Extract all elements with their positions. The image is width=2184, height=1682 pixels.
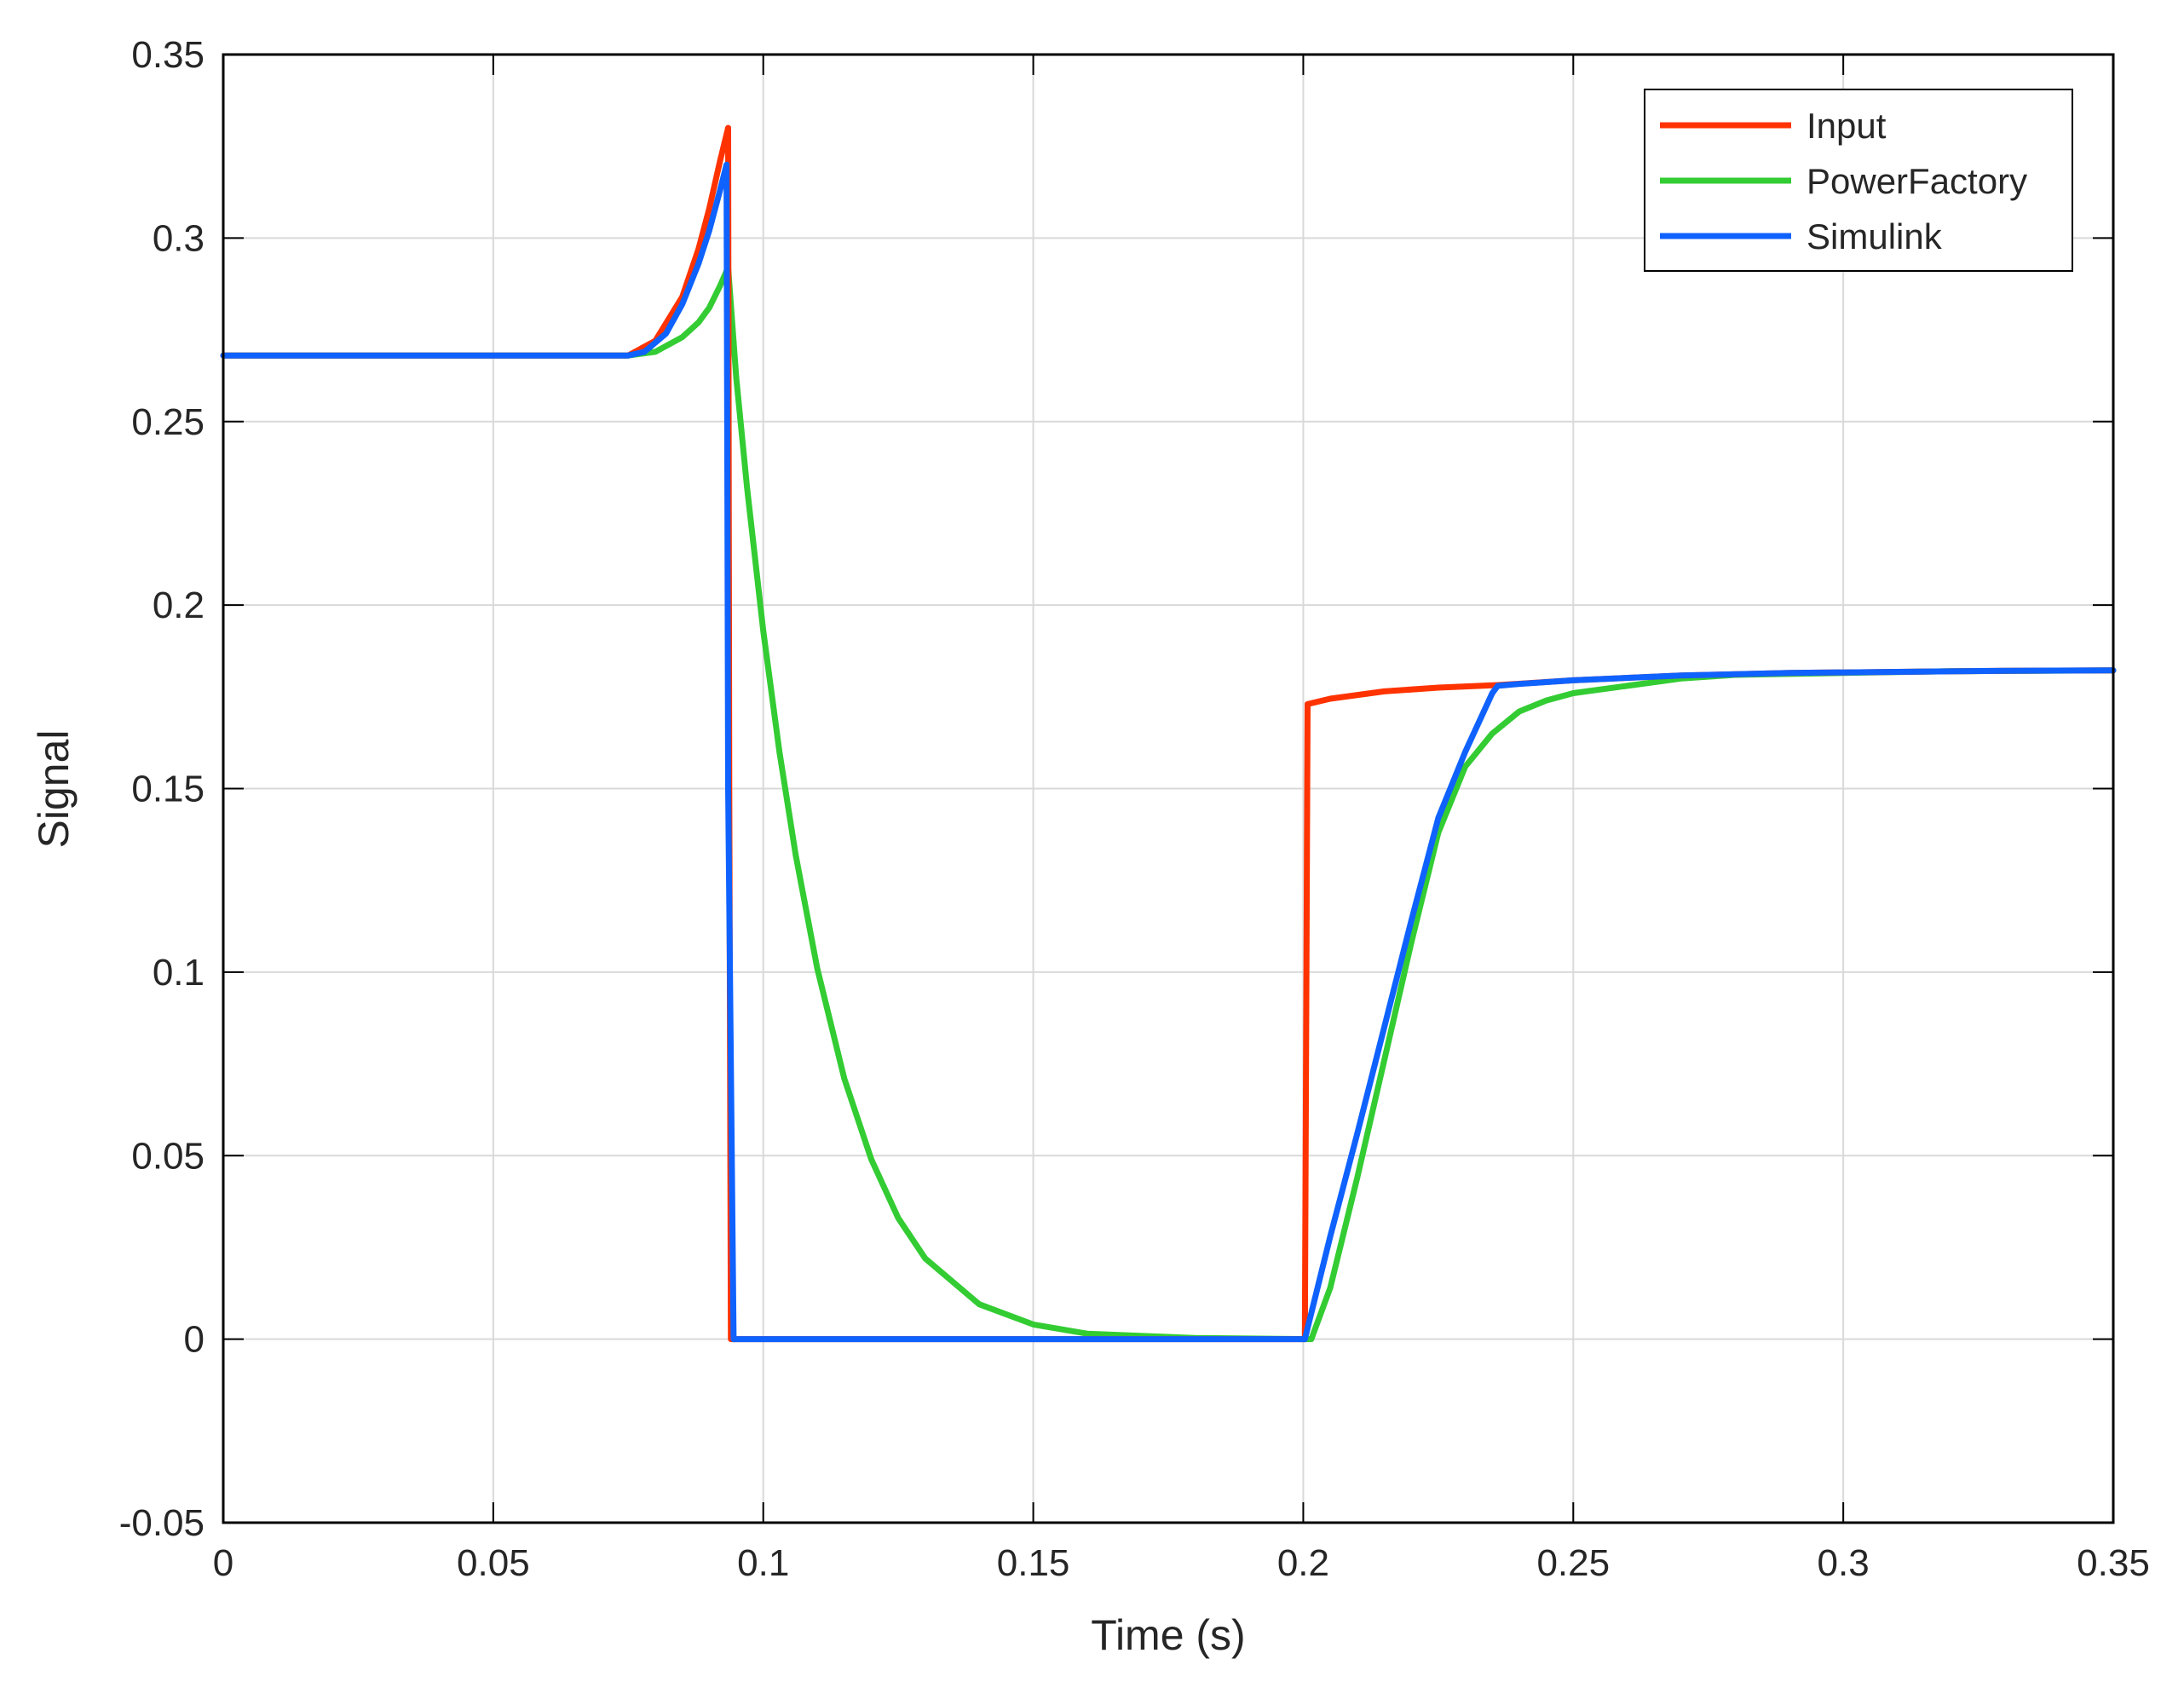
x-tick-label: 0.3 <box>1818 1542 1870 1584</box>
x-tick-label: 0.15 <box>997 1542 1070 1584</box>
legend-label: Simulink <box>1807 216 1943 256</box>
y-tick-label: -0.05 <box>119 1502 205 1544</box>
y-tick-label: 0.1 <box>153 952 205 994</box>
y-tick-label: 0.3 <box>153 217 205 259</box>
x-axis-label: Time (s) <box>1091 1611 1245 1659</box>
series-line-simulink <box>220 161 2117 1343</box>
y-axis-label: Signal <box>30 730 78 849</box>
ticks <box>222 54 2114 1524</box>
tick-labels: 0 0.05 0.1 0.15 0.2 0.25 0.3 0.35-0.0500.050.10… <box>119 34 2150 1584</box>
legend-label: PowerFactory <box>1807 161 2027 201</box>
series-group <box>220 124 2117 1343</box>
legend-label: Input <box>1807 106 1887 146</box>
y-tick-label: 0.15 <box>131 769 205 810</box>
x-tick-label: 0 <box>213 1542 233 1584</box>
y-tick-label: 0.2 <box>153 585 205 626</box>
x-tick-label: 0.05 <box>457 1542 530 1584</box>
x-tick-label: 0.35 <box>2077 1542 2150 1584</box>
y-tick-label: 0.05 <box>131 1135 205 1177</box>
y-tick-label: 0.35 <box>131 34 205 76</box>
legend: Input PowerFactory Simulink <box>1644 89 2073 272</box>
y-tick-label: 0.25 <box>131 401 205 443</box>
x-tick-label: 0.25 <box>1536 1542 1610 1584</box>
x-tick-label: 0.1 <box>737 1542 789 1584</box>
y-tick-label: 0 <box>184 1319 205 1361</box>
x-tick-label: 0.2 <box>1277 1542 1329 1584</box>
